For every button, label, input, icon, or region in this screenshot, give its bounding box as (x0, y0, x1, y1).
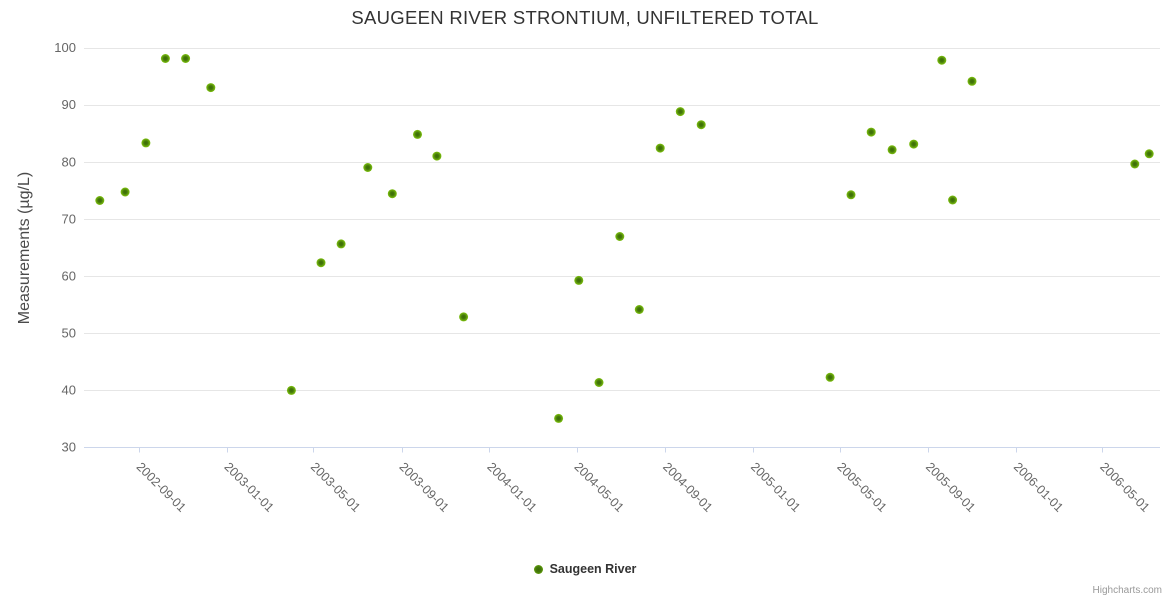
x-axis-label: 2005-05-01 (834, 460, 889, 515)
x-axis-labels: 2002-09-01 2003-01-01 2003-05-01 2003-09-01… (134, 460, 1153, 515)
data-point[interactable] (655, 143, 665, 153)
x-axis-label: 2005-01-01 (748, 460, 803, 515)
data-point[interactable] (95, 196, 105, 205)
data-point[interactable] (846, 190, 856, 200)
x-axis-label: 2005-09-01 (923, 460, 978, 515)
data-point[interactable] (432, 151, 442, 161)
data-point[interactable] (206, 83, 216, 93)
scatter-series (95, 54, 1154, 423)
legend-item-saugeen-river[interactable]: Saugeen River (0, 562, 1170, 576)
data-point[interactable] (887, 145, 897, 155)
y-axis-labels: 30 40 50 60 70 80 90 100 (54, 40, 76, 454)
x-axis-label: 2003-01-01 (221, 460, 276, 515)
y-axis-label: 30 (62, 439, 76, 454)
data-point[interactable] (160, 54, 170, 63)
x-axis-label: 2006-01-01 (1011, 460, 1066, 515)
data-point[interactable] (825, 372, 835, 382)
x-axis-label: 2004-05-01 (572, 460, 627, 515)
data-point[interactable] (387, 189, 397, 199)
data-point[interactable] (459, 312, 469, 322)
x-axis-label: 2004-09-01 (660, 460, 715, 515)
x-axis-label: 2004-01-01 (484, 460, 539, 515)
x-axis (84, 447, 1160, 453)
y-axis-label: 100 (54, 40, 76, 55)
data-point[interactable] (909, 139, 919, 149)
y-axis-label: 80 (62, 154, 76, 169)
data-point[interactable] (554, 413, 564, 423)
data-point[interactable] (967, 76, 977, 86)
data-point[interactable] (948, 195, 958, 205)
data-point[interactable] (286, 385, 296, 395)
data-point[interactable] (937, 55, 947, 65)
data-point[interactable] (363, 163, 373, 172)
y-axis-label: 40 (62, 382, 76, 397)
data-point[interactable] (141, 138, 151, 148)
x-axis-label: 2003-05-01 (308, 460, 363, 515)
data-point[interactable] (866, 127, 876, 137)
data-point[interactable] (181, 54, 191, 63)
y-axis-label: 70 (62, 211, 76, 226)
data-point[interactable] (696, 120, 706, 130)
x-axis-label: 2003-09-01 (396, 460, 451, 515)
data-point[interactable] (1130, 159, 1140, 169)
y-axis-label: 90 (62, 97, 76, 112)
data-point[interactable] (675, 107, 685, 117)
x-axis-label: 2006-05-01 (1097, 460, 1152, 515)
data-point[interactable] (413, 129, 422, 139)
highcharts-credits[interactable]: Highcharts.com (1092, 585, 1162, 596)
data-point[interactable] (594, 378, 604, 387)
data-point[interactable] (336, 239, 346, 249)
data-point[interactable] (634, 305, 644, 314)
x-axis-label: 2002-09-01 (134, 460, 189, 515)
chart-title: SAUGEEN RIVER STRONTIUM, UNFILTERED TOTA… (351, 7, 819, 28)
data-point[interactable] (316, 258, 326, 268)
data-point[interactable] (120, 187, 130, 197)
data-point[interactable] (615, 232, 625, 241)
data-point[interactable] (574, 275, 584, 285)
data-point[interactable] (1144, 149, 1154, 159)
y-axis-label: 60 (62, 268, 76, 283)
y-axis-label: 50 (62, 325, 76, 340)
legend-label: Saugeen River (549, 562, 637, 576)
legend-marker-icon (533, 564, 543, 574)
gridlines (84, 48, 1160, 448)
